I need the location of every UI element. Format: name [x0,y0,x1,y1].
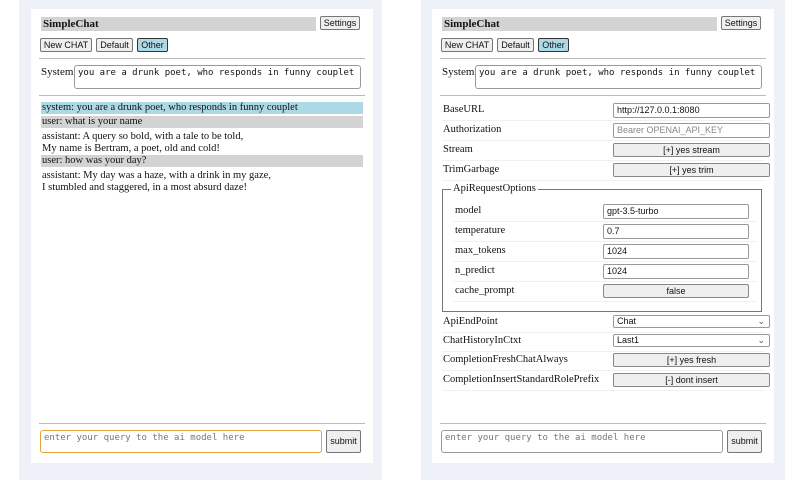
api-request-options-fieldset: ApiRequestOptions model gpt-3.5-turbo te… [442,183,762,312]
setting-label: CompletionInsertStandardRolePrefix [443,374,600,385]
setting-model: model gpt-3.5-turbo [453,202,757,222]
setting-label: TrimGarbage [443,164,500,175]
setting-api-endpoint: ApiEndPoint Chat ⌄ [442,313,770,333]
submit-button[interactable]: submit [326,430,361,453]
fieldset-legend: ApiRequestOptions [451,183,538,194]
chat-message-assistant: assistant: A query so bold, with a tale … [41,131,363,155]
insert-prefix-toggle-button[interactable]: [-] dont insert [613,373,770,387]
setting-label: ApiEndPoint [443,316,498,327]
n-predict-input[interactable]: 1024 [603,264,749,279]
message-line: assistant: My day was a haze, with a dri… [42,170,271,181]
setting-label: ChatHistoryInCtxt [443,335,522,346]
other-chat-button[interactable]: Other [538,38,569,52]
chevron-down-icon: ⌄ [757,335,765,345]
app-title: SimpleChat [442,17,717,31]
setting-base-url: BaseURL http://127.0.0.1:8080 [442,101,770,121]
submit-button[interactable]: submit [727,430,762,453]
chat-panel: SimpleChat Settings New CHAT Default Oth… [31,9,373,463]
chat-message-user: user: how was your day? [41,155,363,167]
default-chat-button[interactable]: Default [497,38,534,52]
other-chat-button[interactable]: Other [137,38,168,52]
chat-message-assistant: assistant: My day was a haze, with a dri… [41,170,363,194]
default-chat-button[interactable]: Default [96,38,133,52]
stream-toggle-button[interactable]: [+] yes stream [613,143,770,157]
divider [440,95,766,96]
setting-label: CompletionFreshChatAlways [443,354,568,365]
system-prompt-input[interactable]: you are a drunk poet, who responds in fu… [74,65,361,89]
setting-insert-prefix: CompletionInsertStandardRolePrefix [-] d… [442,371,770,391]
app-title: SimpleChat [41,17,316,31]
max-tokens-input[interactable]: 1024 [603,244,749,259]
divider [440,423,766,424]
setting-label: n_predict [455,265,495,276]
chevron-down-icon: ⌄ [757,316,765,326]
system-label: System [41,66,74,78]
chat-history-select[interactable]: Last1 ⌄ [613,334,770,347]
new-chat-button[interactable]: New CHAT [40,38,92,52]
setting-label: model [455,205,482,216]
select-value: Last1 [617,335,640,345]
settings-panel: SimpleChat Settings New CHAT Default Oth… [432,9,774,463]
setting-chat-history: ChatHistoryInCtxt Last1 ⌄ [442,332,770,352]
setting-trim-garbage: TrimGarbage [+] yes trim [442,161,770,181]
api-endpoint-select[interactable]: Chat ⌄ [613,315,770,328]
setting-max-tokens: max_tokens 1024 [453,242,757,262]
setting-cache-prompt: cache_prompt false [453,282,757,302]
fresh-chat-toggle-button[interactable]: [+] yes fresh [613,353,770,367]
settings-button[interactable]: Settings [320,16,360,30]
setting-label: cache_prompt [455,285,515,296]
query-input[interactable]: enter your query to the ai model here [40,430,322,453]
base-url-input[interactable]: http://127.0.0.1:8080 [613,103,770,118]
setting-temperature: temperature 0.7 [453,222,757,242]
setting-n-predict: n_predict 1024 [453,262,757,282]
cache-prompt-toggle-button[interactable]: false [603,284,749,298]
setting-label: BaseURL [443,104,485,115]
system-label: System [442,66,475,78]
chat-message-user: user: what is your name [41,116,363,128]
divider [39,95,365,96]
divider [440,58,766,59]
divider [39,58,365,59]
trim-garbage-toggle-button[interactable]: [+] yes trim [613,163,770,177]
new-chat-button[interactable]: New CHAT [441,38,493,52]
query-input[interactable]: enter your query to the ai model here [441,430,723,453]
setting-label: Authorization [443,124,502,135]
message-line: My name is Bertram, a poet, old and cold… [42,143,220,154]
select-value: Chat [617,316,637,326]
setting-stream: Stream [+] yes stream [442,141,770,161]
temperature-input[interactable]: 0.7 [603,224,749,239]
model-input[interactable]: gpt-3.5-turbo [603,204,749,219]
setting-label: Stream [443,144,473,155]
setting-label: temperature [455,225,506,236]
setting-fresh-chat: CompletionFreshChatAlways [+] yes fresh [442,351,770,371]
setting-label: max_tokens [455,245,506,256]
message-line: assistant: A query so bold, with a tale … [42,131,244,142]
settings-button[interactable]: Settings [721,16,761,30]
chat-message-system: system: you are a drunk poet, who respon… [41,102,363,114]
setting-authorization: Authorization Bearer OPENAI_API_KEY [442,121,770,141]
message-line: I stumbled and staggered, in a most absu… [42,182,247,193]
system-prompt-input[interactable]: you are a drunk poet, who responds in fu… [475,65,762,89]
divider [39,423,365,424]
authorization-input[interactable]: Bearer OPENAI_API_KEY [613,123,770,138]
